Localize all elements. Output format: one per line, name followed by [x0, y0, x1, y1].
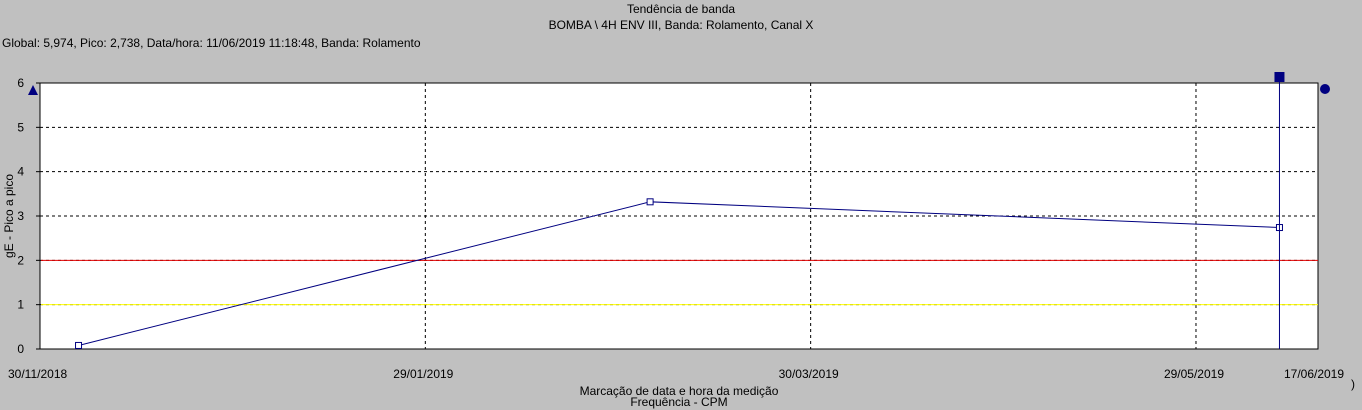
cursor-handle — [1274, 72, 1285, 82]
cursor[interactable] — [28, 72, 1330, 349]
y-tick-label: 2 — [17, 253, 24, 267]
measurement-info: Global: 5,974, Pico: 2,738, Data/hora: 1… — [2, 36, 421, 50]
x-axis-secondary-label: Frequência - CPM — [630, 395, 727, 409]
x-tick-label: 30/11/2018 — [8, 367, 67, 381]
data-point — [75, 341, 83, 349]
y-tick-label: 4 — [17, 165, 24, 179]
y-tick-label: 1 — [17, 298, 24, 312]
cursor-end-glyph: ) — [1351, 377, 1355, 391]
data-point — [646, 198, 654, 206]
y-axis-ticks: 0 1 2 3 4 5 6 — [17, 76, 40, 356]
y-tick-label: 0 — [17, 342, 24, 356]
y-axis-label: gE - Pico a pico — [2, 174, 16, 258]
label-mask — [560, 382, 800, 396]
x-axis-label: Marcação de data e hora da medição — [580, 384, 779, 398]
x-tick-label: 30/03/2019 — [779, 367, 839, 381]
y-tick-label: 3 — [17, 209, 24, 223]
alarm-lines — [41, 259, 1318, 306]
y-tick-label: 6 — [17, 76, 24, 90]
chart-title: Tendência de banda — [626, 2, 736, 16]
left-marker-triangle — [28, 85, 38, 95]
right-marker-dot — [1320, 84, 1330, 94]
x-tick-label: 29/01/2019 — [393, 367, 453, 381]
y-tick-label: 5 — [17, 120, 24, 134]
x-axis-ticks: 30/11/2018 29/01/2019 30/03/2019 29/05/2019… — [8, 367, 1344, 381]
chart-subtitle: BOMBA \ 4H ENV III, Banda: Rolamento, Ca… — [548, 18, 814, 32]
x-tick-label: 17/06/2019 — [1284, 367, 1344, 381]
x-tick-label: 29/05/2019 — [1164, 367, 1224, 381]
